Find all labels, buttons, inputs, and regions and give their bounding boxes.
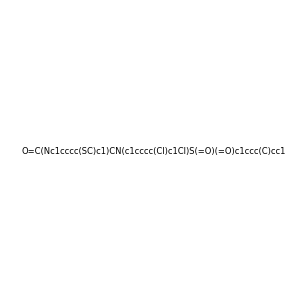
- Text: O=C(Nc1cccc(SC)c1)CN(c1cccc(Cl)c1Cl)S(=O)(=O)c1ccc(C)cc1: O=C(Nc1cccc(SC)c1)CN(c1cccc(Cl)c1Cl)S(=O…: [22, 147, 286, 156]
